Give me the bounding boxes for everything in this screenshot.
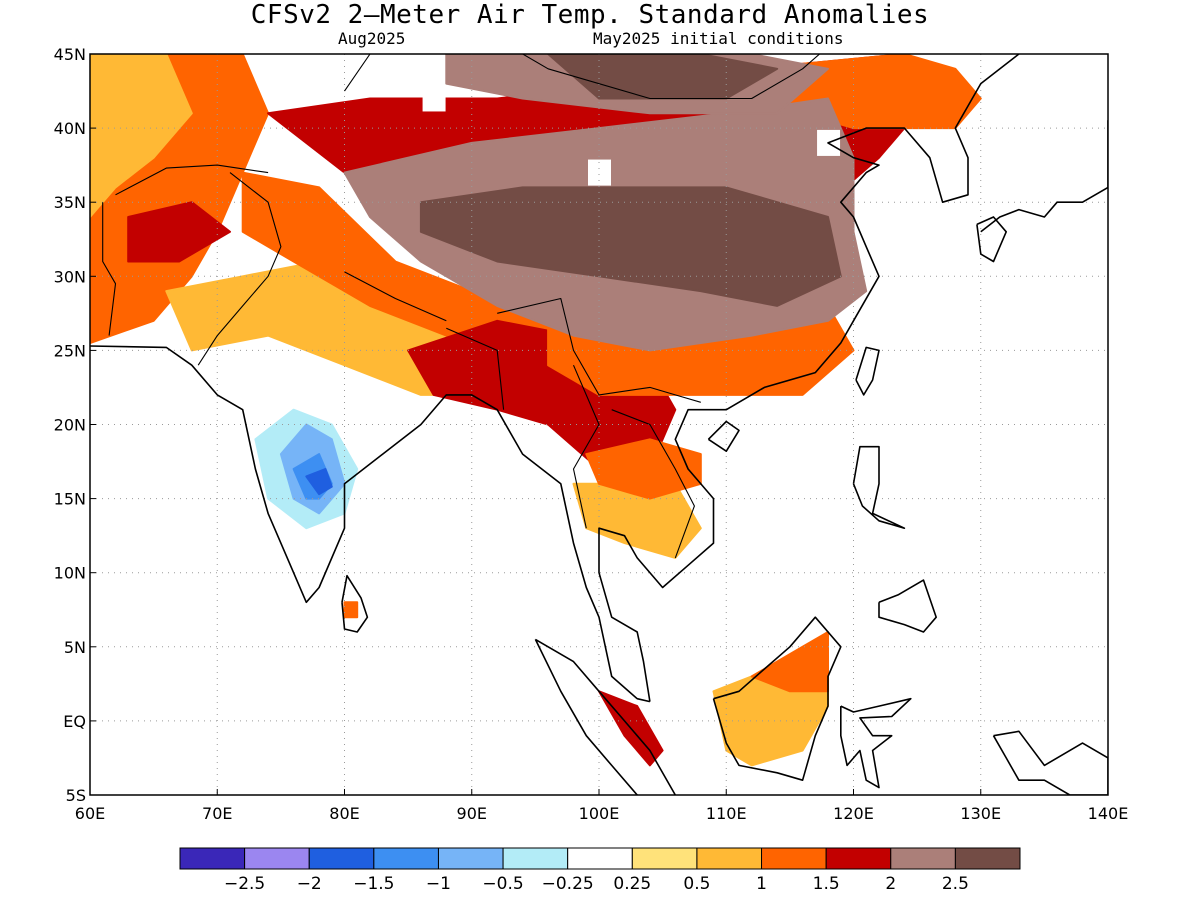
coastline-kyushu (976, 216, 1008, 263)
colorbar-swatch (373, 847, 439, 870)
longitude-axis: 60E 70E 80E 90E 100E 110E 120E 130E 140E (75, 789, 1129, 823)
coastline-sri-lanka (341, 574, 369, 633)
border-china-mongolia (521, 54, 821, 100)
anomaly-region-west-asia-moderate (90, 54, 193, 218)
missing-data-cells (269, 54, 841, 186)
border-afghanistan-iran (102, 202, 117, 336)
coastline-sulawesi (839, 697, 912, 789)
x-tick-label: 90E (457, 804, 487, 823)
x-tick-label: 130E (960, 804, 1001, 823)
latitude-axis: 45N 40N 35N 30N 25N 20N 15N 10N 5N EQ 5S (54, 45, 96, 805)
country-borders (102, 54, 821, 559)
y-tick-label: 25N (54, 341, 86, 360)
colorbar-label: 0.5 (683, 874, 710, 894)
colorbar-label: −2.5 (224, 874, 265, 894)
colorbar-label: −0.5 (482, 874, 523, 894)
border-pakistan-india (197, 172, 282, 366)
x-tick-label: 140E (1088, 804, 1129, 823)
anomaly-shading (90, 54, 982, 767)
y-tick-label: 15N (54, 490, 86, 509)
border-bangladesh (446, 327, 505, 410)
colorbar-legend: −2.5 −2 −1.5 −1 −0.5 −0.25 0.25 0.5 1 1.5 2 2.5 (179, 847, 1021, 894)
y-tick-label: 5S (66, 786, 86, 805)
border-nepal-border (344, 271, 447, 322)
chart-title: CFSv2 2–Meter Air Temp. Standard Anomali… (250, 0, 930, 30)
anomaly-region-mongolia-darkbrown (547, 54, 779, 100)
border-laos-vietnam (611, 409, 695, 559)
masked-cell-lake-qinghai (588, 159, 611, 186)
colorbar-label: −1 (426, 874, 451, 894)
anomaly-region-tibet-darkbrown (419, 186, 842, 307)
colorbar-swatch (890, 847, 956, 870)
colorbar-swatch (631, 847, 698, 870)
colorbar-label: 0.25 (613, 874, 651, 894)
border-china-southwest-border (497, 297, 701, 403)
colorbar-label: −0.25 (542, 874, 594, 894)
y-tick-label: 30N (54, 267, 86, 286)
y-tick-label: 40N (54, 119, 86, 138)
border-afghanistan-north (115, 164, 269, 196)
coastline-taiwan (855, 346, 880, 396)
colorbar-swatch (437, 847, 504, 870)
colorbar-swatch (244, 847, 310, 870)
colorbar-label: 2 (885, 874, 896, 894)
colorbar-swatch (502, 847, 569, 870)
colorbar-label: −1.5 (353, 874, 394, 894)
border-myanmar-thailand (572, 364, 600, 529)
coastline-indochina-coast (598, 54, 1020, 702)
x-tick-label: 80E (329, 804, 359, 823)
y-tick-label: 35N (54, 193, 86, 212)
x-tick-label: 120E (833, 804, 874, 823)
colorbar-swatch (954, 847, 1021, 870)
colorbar-swatch (308, 847, 375, 870)
coastline-borneo (712, 616, 842, 782)
anomaly-region-sri-lanka-warm (343, 601, 359, 619)
x-tick-label: 70E (202, 804, 232, 823)
y-tick-label: 10N (54, 564, 86, 583)
colorbar-swatch (567, 847, 633, 870)
colorbar-swatch (761, 847, 827, 870)
anomaly-region-india-cool-core (305, 468, 333, 496)
colorbar-label: 1.5 (813, 874, 840, 894)
masked-cell-mongolia-lake (422, 85, 446, 112)
y-tick-label: EQ (63, 712, 86, 731)
anomaly-region-borneo-warm (750, 631, 829, 693)
colorbar-label: 2.5 (942, 874, 969, 894)
initial-conditions-label: May2025 initial conditions (593, 29, 844, 48)
colorbar-label: 1 (756, 874, 767, 894)
colorbar-label: −2 (297, 874, 322, 894)
x-tick-label: 100E (579, 804, 620, 823)
colorbar-swatch (696, 847, 763, 870)
coastline-sumatra (534, 638, 677, 795)
coastline-new-guinea (992, 730, 1108, 795)
coastline-hainan (707, 420, 740, 453)
coastlines (90, 54, 1108, 795)
x-tick-label: 60E (75, 804, 105, 823)
colorbar-swatch (825, 847, 892, 870)
coastline-japan (980, 119, 1108, 233)
colorbar-swatch (179, 847, 246, 870)
forecast-month-label: Aug2025 (338, 29, 406, 48)
y-tick-label: 20N (54, 416, 86, 435)
border-china-kazakhstan (344, 54, 372, 92)
x-tick-label: 110E (706, 804, 747, 823)
masked-cell-lake-balkhash (269, 54, 293, 67)
coastline-south-asia-coast (90, 345, 651, 703)
coastline-mindanao (878, 579, 938, 633)
coastline-luzon (852, 445, 906, 530)
anomaly-region-pakistan-warm (127, 201, 231, 263)
y-tick-label: 5N (64, 638, 86, 657)
y-tick-label: 45N (54, 45, 86, 64)
